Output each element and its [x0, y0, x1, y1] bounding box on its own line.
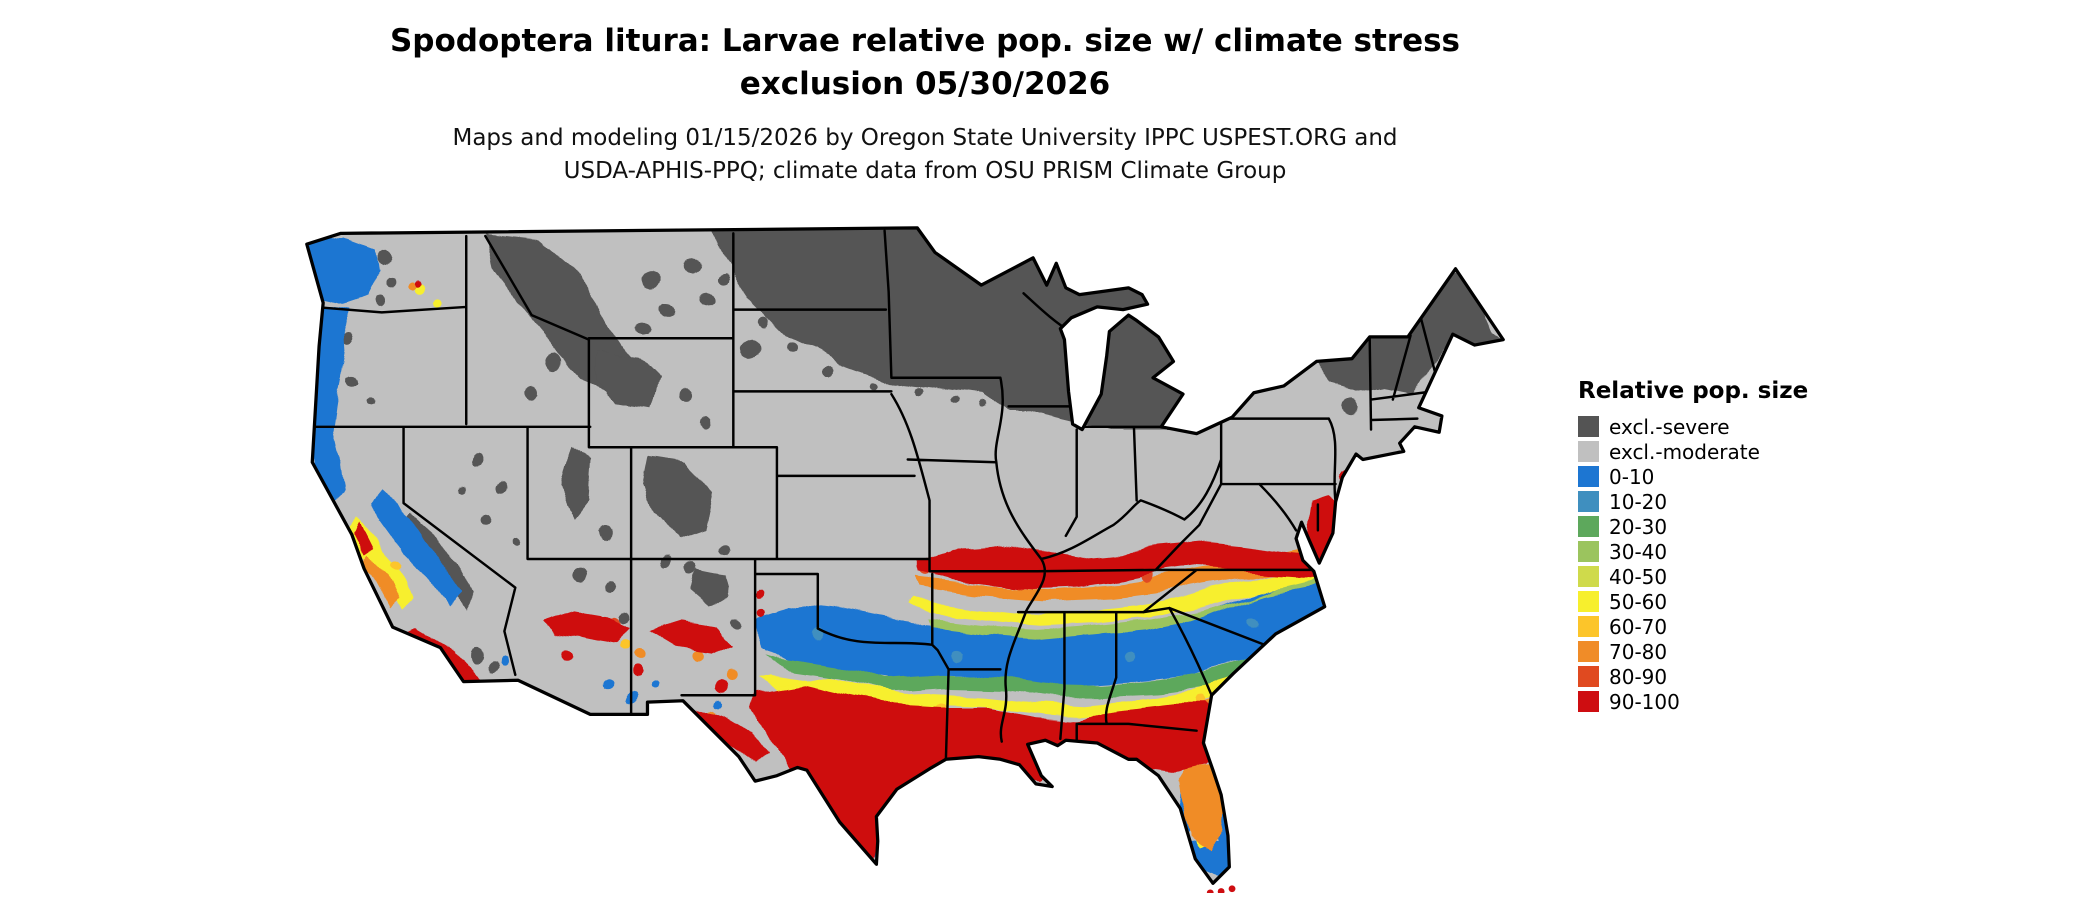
us-outline [305, 226, 1505, 885]
legend-item: 0-10 [1578, 464, 1838, 489]
legend-swatch [1578, 641, 1599, 662]
legend-swatch [1578, 591, 1599, 612]
us-map-container [300, 225, 1540, 897]
map-title: Spodoptera litura: Larvae relative pop. … [0, 20, 1850, 106]
legend-item: 60-70 [1578, 614, 1838, 639]
legend-label: 40-50 [1609, 564, 1668, 589]
legend-label: 30-40 [1609, 539, 1668, 564]
legend-item: 80-90 [1578, 664, 1838, 689]
map-subtitle: Maps and modeling 01/15/2026 by Oregon S… [0, 122, 1850, 189]
map-title-line1: Spodoptera litura: Larvae relative pop. … [389, 23, 1460, 59]
legend-label: 70-80 [1609, 639, 1668, 664]
legend-swatch [1578, 516, 1599, 537]
legend-item: 20-30 [1578, 514, 1838, 539]
legend-label: excl.-severe [1609, 414, 1730, 439]
state-borders [309, 229, 1437, 761]
map-region-20-30 [763, 631, 1339, 697]
map-subtitle-line2: USDA-APHIS-PPQ; climate data from OSU PR… [563, 157, 1287, 184]
map-region-10-20 [812, 614, 1260, 660]
map-title-line2: exclusion 05/30/2026 [739, 65, 1111, 102]
legend-swatch [1578, 691, 1599, 712]
legend-item: 40-50 [1578, 564, 1838, 589]
legend-swatch [1578, 666, 1599, 687]
legend-label: 10-20 [1609, 489, 1668, 514]
legend-label: 60-70 [1609, 614, 1668, 639]
map-header: Spodoptera litura: Larvae relative pop. … [0, 20, 1850, 188]
map-region-30-40 [926, 575, 1336, 640]
legend-swatch [1578, 441, 1599, 462]
legend-swatch [1578, 416, 1599, 437]
legend-label: 0-10 [1609, 464, 1655, 489]
legend-label: 50-60 [1609, 589, 1668, 614]
map-subtitle-line1: Maps and modeling 01/15/2026 by Oregon S… [452, 124, 1398, 151]
legend-item: 70-80 [1578, 639, 1838, 664]
legend-item: 90-100 [1578, 689, 1838, 714]
legend-label: excl.-moderate [1609, 439, 1760, 464]
legend-swatch [1578, 616, 1599, 637]
legend-item: 10-20 [1578, 489, 1838, 514]
legend-swatch [1578, 566, 1599, 587]
legend-item: excl.-moderate [1578, 439, 1838, 464]
legend-swatch [1578, 466, 1599, 487]
legend-label: 90-100 [1609, 689, 1680, 714]
legend-title: Relative pop. size [1578, 378, 1809, 404]
legend-swatch [1578, 491, 1599, 512]
legend-label: 20-30 [1609, 514, 1668, 539]
legend-item: 30-40 [1578, 539, 1838, 564]
legend-item: excl.-severe [1578, 414, 1838, 439]
legend-swatch [1578, 541, 1599, 562]
legend: Relative pop. size excl.-severe excl.-mo… [1578, 378, 1838, 714]
legend-item: 50-60 [1578, 589, 1838, 614]
us-map-svg [305, 226, 1505, 897]
legend-label: 80-90 [1609, 664, 1668, 689]
